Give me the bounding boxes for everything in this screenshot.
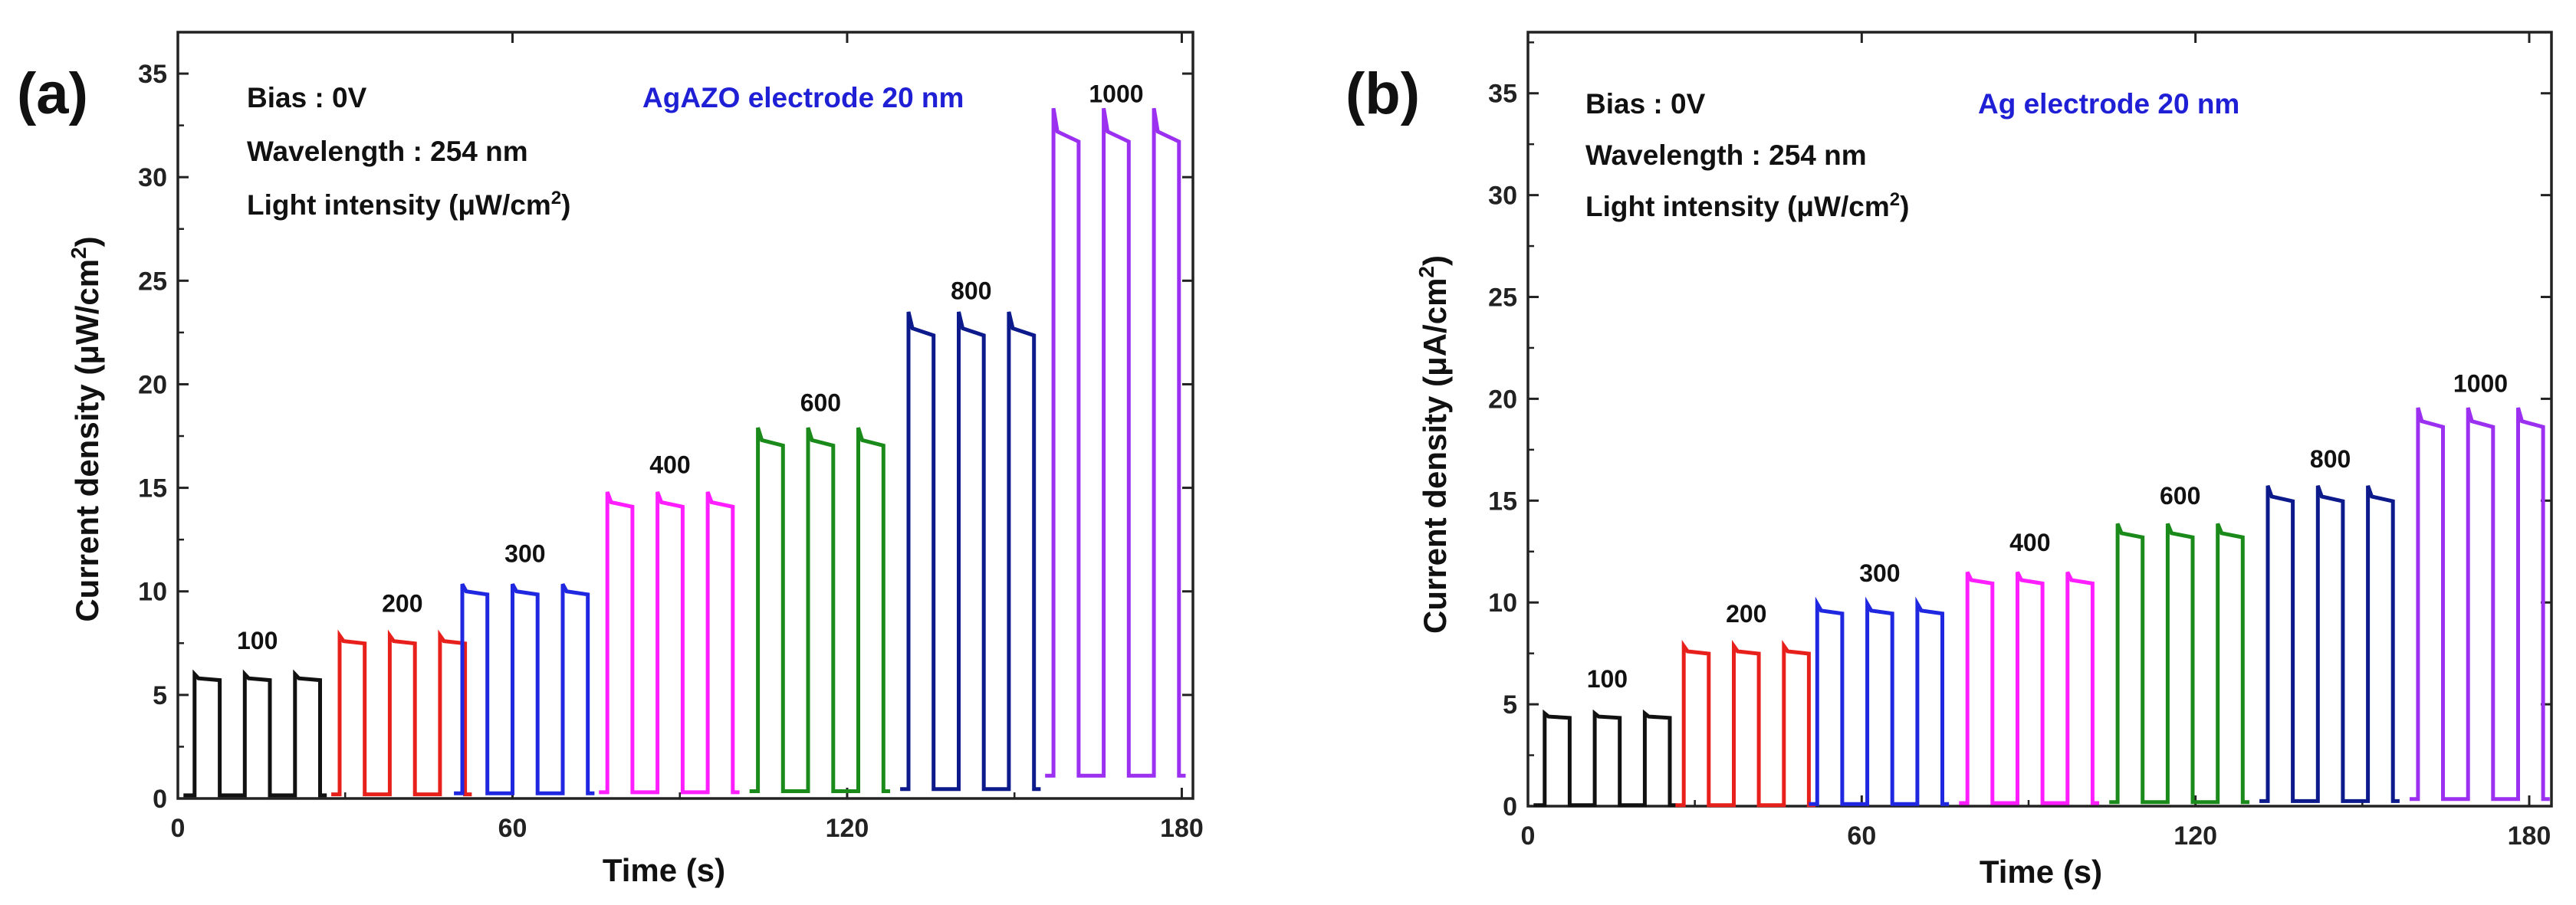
x-tick-label: 60	[1847, 821, 1876, 851]
series-label-800: 800	[951, 277, 991, 304]
panel-a-bias-note: Bias : 0V	[247, 82, 367, 113]
trace-400	[599, 491, 740, 795]
panel-b-label: (b)	[1346, 61, 1420, 126]
panel-a-label: (a)	[17, 61, 88, 126]
trace-600	[2109, 523, 2249, 805]
panel-a-y-ticks: 0 5 10 15 20 25 30 35	[138, 60, 1193, 814]
panel-b: (b) 0 5 10 15 20 25 30 35 0 60 120 180 100 200 300 40…	[1346, 31, 2553, 890]
series-label-300: 300	[504, 540, 545, 568]
panel-b-y-axis-title: Current density (μA/cm2)	[1414, 255, 1453, 634]
y-tick-label: 20	[1488, 385, 1517, 414]
series-label-300: 300	[1859, 559, 1900, 587]
panel-b-wavelength-note: Wavelength : 254 nm	[1585, 139, 1867, 171]
panel-b-series-labels: 100 200 300 400 600 800 1000	[1587, 370, 2508, 693]
panel-b-x-axis-title: Time (s)	[1980, 854, 2102, 890]
x-tick-label: 180	[2508, 821, 2551, 851]
y-tick-label: 10	[138, 578, 167, 607]
x-tick-label: 120	[826, 814, 869, 843]
panel-a-y-axis-title: Current density (μW/cm2)	[67, 236, 105, 621]
y-tick-label: 0	[153, 785, 167, 814]
panel-b-electrode-note: Ag electrode 20 nm	[1978, 88, 2239, 120]
panel-a-x-ticks: 0 60 120 180	[171, 32, 1204, 843]
y-tick-label: 15	[138, 474, 167, 503]
y-tick-label: 0	[1503, 792, 1517, 821]
x-tick-label: 60	[498, 814, 527, 843]
y-tick-label: 15	[1488, 487, 1517, 516]
trace-100	[183, 669, 327, 798]
panel-a-traces	[183, 107, 1186, 798]
panel-a-wavelength-note: Wavelength : 254 nm	[247, 136, 528, 167]
panel-a-electrode-note: AgAZO electrode 20 nm	[642, 82, 964, 113]
series-label-400: 400	[649, 451, 690, 479]
panel-a-plot-frame	[176, 31, 1194, 800]
panel-a-series-labels: 100 200 300 400 600 800 1000	[237, 80, 1144, 655]
y-tick-label: 20	[138, 370, 167, 399]
trace-800	[900, 311, 1041, 792]
series-label-100: 100	[237, 627, 278, 654]
trace-300	[1809, 596, 1950, 806]
y-tick-label: 30	[1488, 182, 1517, 211]
trace-200	[1675, 640, 1816, 808]
x-tick-label: 120	[2174, 821, 2217, 851]
series-label-400: 400	[2009, 529, 2050, 556]
trace-800	[2259, 485, 2400, 803]
panel-a: (a) 0 5 10 15 20 25 30 35 0 60 120 180 100 200 300 40…	[17, 31, 1204, 888]
y-tick-label: 30	[138, 163, 167, 192]
panel-b-x-ticks: 0 60 120 180	[1521, 32, 2551, 851]
y-tick-label: 35	[138, 60, 167, 89]
series-label-200: 200	[382, 590, 422, 618]
trace-200	[331, 629, 472, 797]
panel-b-traces	[1533, 407, 2550, 808]
y-tick-label: 5	[1503, 690, 1517, 720]
trace-600	[749, 427, 890, 793]
panel-b-plot-frame	[1526, 31, 2553, 808]
trace-400	[1959, 571, 2100, 805]
trace-100	[1533, 709, 1677, 808]
trace-1000	[2410, 407, 2550, 802]
panel-b-y-ticks: 0 5 10 15 20 25 30 35	[1488, 41, 2551, 821]
series-label-200: 200	[1726, 600, 1766, 628]
series-label-1000: 1000	[1089, 80, 1143, 108]
trace-300	[454, 583, 595, 795]
x-tick-label: 0	[171, 814, 186, 843]
y-tick-label: 25	[1488, 284, 1517, 313]
panel-b-bias-note: Bias : 0V	[1585, 88, 1706, 120]
y-tick-label: 35	[1488, 80, 1517, 109]
panel-a-x-axis-title: Time (s)	[603, 852, 725, 888]
y-tick-label: 5	[153, 681, 167, 710]
series-label-100: 100	[1587, 665, 1628, 693]
series-label-1000: 1000	[2453, 370, 2508, 398]
series-label-600: 600	[800, 389, 841, 416]
trace-1000	[1045, 107, 1186, 778]
panel-b-intensity-note: Light intensity (μW/cm2)	[1585, 189, 1909, 222]
y-tick-label: 25	[138, 267, 167, 296]
x-tick-label: 0	[1521, 821, 1536, 851]
series-label-600: 600	[2160, 482, 2200, 510]
x-tick-label: 180	[1160, 814, 1204, 843]
y-tick-label: 10	[1488, 589, 1517, 618]
panel-a-intensity-note: Light intensity (μW/cm2)	[247, 188, 570, 221]
series-label-800: 800	[2310, 445, 2351, 473]
